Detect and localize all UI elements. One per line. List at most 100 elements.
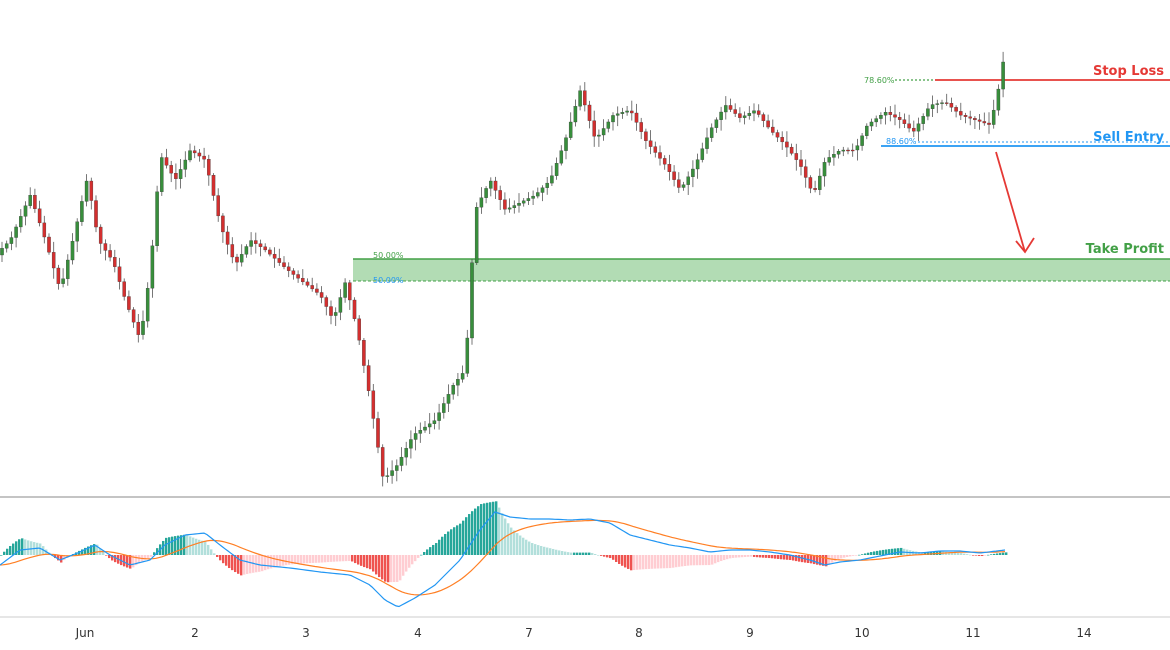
macd-histogram-bar	[363, 555, 366, 568]
macd-histogram-bar	[297, 555, 300, 564]
macd-histogram-bar	[132, 555, 135, 568]
macd-histogram-bar	[330, 555, 333, 562]
macd-histogram-bar	[618, 555, 621, 564]
macd-histogram-bar	[768, 555, 771, 559]
macd-histogram-bar	[630, 555, 633, 571]
macd-histogram-bar	[825, 555, 828, 567]
candle-down	[225, 231, 230, 245]
candle-up	[446, 394, 451, 404]
macd-histogram-bar	[966, 554, 969, 555]
candle-up	[9, 237, 14, 244]
candle-down	[42, 222, 47, 238]
candle-up	[385, 475, 390, 477]
macd-histogram-bar	[621, 555, 624, 566]
macd-histogram-bar	[18, 539, 21, 555]
macd-histogram-bar	[687, 555, 690, 566]
macd-histogram-bar	[408, 555, 411, 568]
macd-histogram-bar	[273, 555, 276, 568]
macd-histogram-bar	[924, 552, 927, 555]
macd-histogram-bar	[726, 555, 729, 560]
macd-histogram-bar	[693, 555, 696, 566]
candle-down	[728, 105, 733, 110]
macd-histogram-bar	[870, 552, 873, 555]
macd-histogram-bar	[774, 555, 777, 559]
macd-histogram-bar	[390, 555, 393, 583]
macd-histogram-bar	[270, 555, 273, 569]
candle-up	[160, 157, 164, 192]
macd-histogram-bar	[819, 555, 822, 566]
macd-histogram-bar	[294, 555, 297, 565]
macd-histogram-bar	[78, 550, 81, 555]
candle-up	[747, 113, 752, 116]
candle-down	[644, 131, 648, 141]
macd-histogram-bar	[954, 552, 957, 555]
macd-histogram-bar	[228, 555, 231, 569]
macd-histogram-bar	[714, 555, 717, 564]
macd-histogram-bar	[552, 548, 555, 555]
macd-histogram-bar	[591, 552, 594, 555]
macd-histogram-bar	[63, 555, 66, 561]
macd-histogram-bar	[486, 502, 489, 555]
candle-down	[897, 117, 902, 120]
macd-histogram-bar	[213, 553, 216, 555]
candle-up	[865, 125, 869, 136]
macd-histogram-bar	[57, 555, 60, 561]
candle-up	[479, 197, 484, 208]
candle-down	[277, 258, 282, 263]
candle-down	[380, 447, 385, 477]
macd-histogram-bar	[546, 547, 549, 555]
candle-down	[785, 141, 789, 148]
macd-histogram-bar	[384, 555, 387, 582]
candle-down	[103, 243, 108, 251]
macd-histogram-bar	[375, 555, 378, 575]
candle-down	[230, 244, 235, 258]
candle-down	[357, 318, 361, 341]
candle-up	[460, 373, 465, 380]
macd-histogram-bar	[510, 527, 513, 555]
macd-histogram-bar	[39, 543, 42, 555]
macd-histogram-bar	[105, 555, 108, 556]
x-axis: Jun 2 3 4 7 8 9 10 11 14	[75, 626, 1092, 640]
macd-histogram-bar	[753, 555, 756, 557]
candle-up	[625, 110, 629, 113]
x-tick-label: 11	[965, 626, 980, 640]
macd-histogram-bar	[495, 501, 498, 555]
macd-histogram-bar	[162, 540, 165, 555]
stop-loss-fib-label: 78.60%	[864, 76, 895, 85]
macd-histogram-bar	[399, 555, 402, 581]
macd-histogram-bar	[567, 552, 570, 555]
take-profit-zone	[353, 259, 1170, 281]
macd-histogram-bar	[657, 555, 660, 569]
macd-histogram-bar	[405, 555, 408, 572]
macd-histogram-bar	[174, 536, 177, 555]
macd-line	[0, 511, 1006, 608]
candle-up	[554, 163, 559, 176]
macd-histogram-bar	[258, 555, 261, 572]
macd-histogram-bar	[459, 523, 462, 555]
candle-down	[113, 257, 117, 267]
candle-down	[775, 132, 780, 138]
macd-histogram-bar	[732, 555, 735, 558]
macd-histogram-bar	[654, 555, 657, 569]
candle-down	[254, 240, 258, 244]
macd-histogram-bar	[240, 555, 243, 576]
macd-histogram-bar	[678, 555, 681, 567]
macd-histogram-bar	[507, 523, 510, 555]
macd-histogram-bar	[927, 551, 930, 555]
candle-down	[907, 123, 911, 129]
macd-histogram-bar	[1005, 552, 1008, 555]
macd-histogram-bar	[738, 555, 741, 558]
macd-histogram-bar	[519, 535, 522, 555]
candle-up	[926, 108, 930, 117]
candle-up	[399, 456, 404, 466]
candle-down	[207, 159, 211, 176]
macd-histogram-bar	[153, 552, 156, 555]
macd-histogram-bar	[342, 555, 345, 562]
candle-up	[465, 337, 470, 374]
candle-up	[333, 312, 338, 316]
macd-histogram-bar	[444, 534, 447, 555]
stop-loss-label: Stop Loss	[1093, 64, 1164, 79]
candle-down	[174, 173, 178, 179]
macd-histogram-bar	[780, 555, 783, 560]
candle-up	[742, 115, 747, 118]
